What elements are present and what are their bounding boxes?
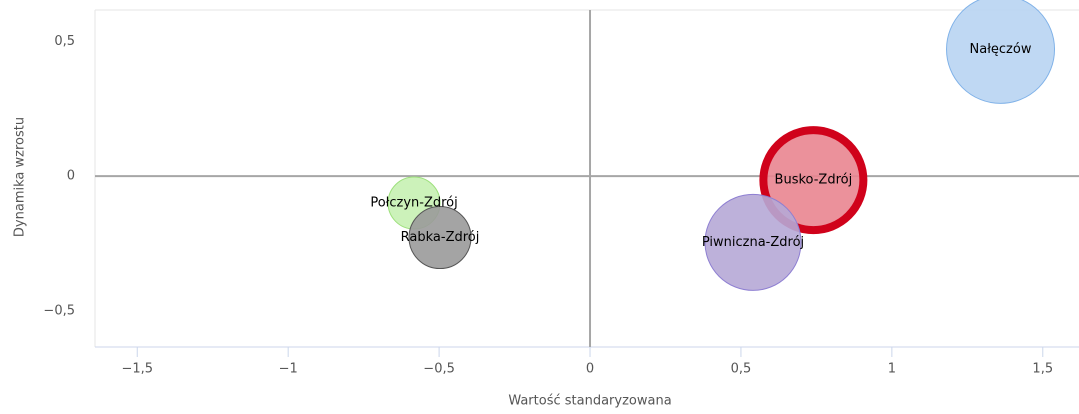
- bubble: [408, 206, 472, 270]
- y-axis-title: Dynamika wzrostu: [13, 117, 28, 237]
- bubble: [759, 126, 868, 235]
- bubble: [946, 0, 1056, 104]
- x-tick-label: −1,5: [121, 362, 153, 377]
- x-tick-label: 0: [586, 362, 594, 377]
- data-label: Busko-Zdrój: [775, 173, 853, 188]
- data-label: Piwniczna-Zdrój: [702, 235, 804, 250]
- x-tick-label: 1,5: [1032, 362, 1053, 377]
- y-tick-label: 0: [67, 169, 75, 184]
- x-tick-label: −1: [279, 362, 298, 377]
- y-tick-label: 0,5: [54, 34, 75, 49]
- data-label: Nałęczów: [970, 42, 1032, 57]
- y-tick-label: −0,5: [43, 303, 75, 318]
- x-tick-label: 1: [888, 362, 896, 377]
- bubble: [704, 193, 802, 291]
- data-label: Połczyn-Zdrój: [370, 196, 457, 211]
- data-label: Rabka-Zdrój: [401, 230, 480, 245]
- x-tick-label: 0,5: [731, 362, 752, 377]
- x-tick-label: −0,5: [423, 362, 455, 377]
- x-axis-title: Wartość standaryzowana: [508, 394, 671, 409]
